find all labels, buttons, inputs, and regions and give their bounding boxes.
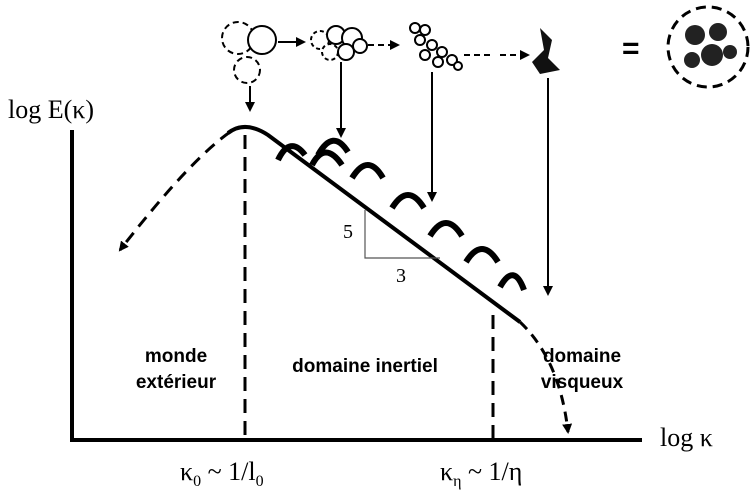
region-label: domaine [543,346,621,367]
relation: ~ 1/l [201,457,256,486]
kolmogorov-scale-label: κη ~ 1/η [440,457,522,490]
slope-rise: 5 [343,221,353,243]
symbol: κ [180,457,193,486]
cascade-diagram: log E(κ) log κ 5 3 = monde [0,0,754,495]
subscript: 0 [256,473,264,490]
slope-run: 3 [396,265,406,287]
eddies [222,7,748,87]
inertial-curve [228,127,520,322]
region-label: monde [145,346,207,367]
large-scale-branch [120,132,230,250]
subscript: 0 [193,473,201,490]
region-label: visqueux [541,372,624,393]
scale-arrows [250,62,548,294]
symbol: κ [440,457,453,486]
region-label: extérieur [136,372,217,393]
equals-sign: = [622,32,640,65]
region-label: domaine inertiel [292,356,438,377]
x-axis-label: log κ [660,423,713,452]
dissipative-eddy [532,28,560,74]
subscript: η [453,473,461,490]
integral-scale-label: κ0 ~ 1/l0 [180,457,264,490]
y-axis-label: log E(κ) [8,95,94,124]
relation: ~ 1/η [461,457,522,486]
